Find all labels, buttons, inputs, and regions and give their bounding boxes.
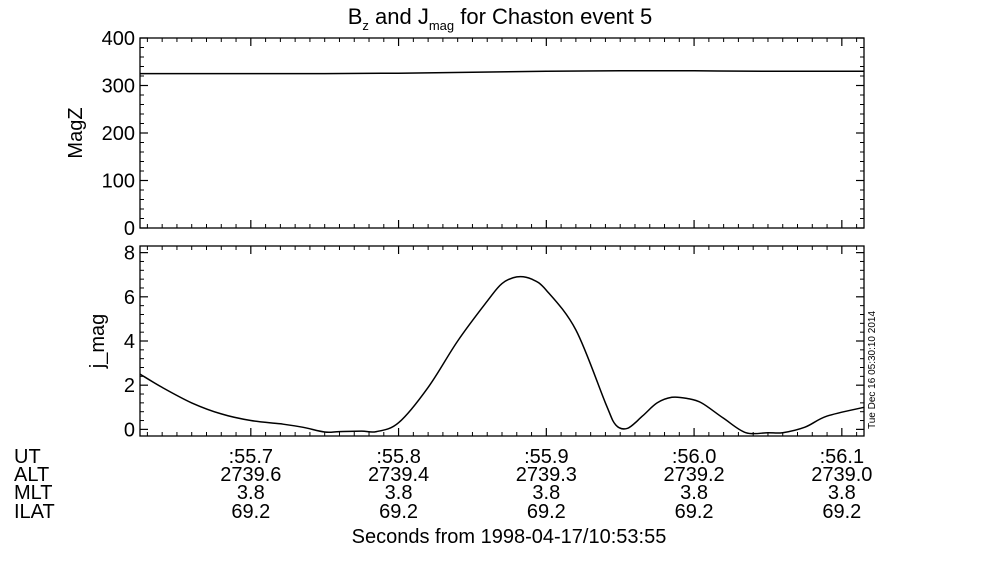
row-value-mlt: 3.8 (385, 482, 413, 504)
row-value-alt: 2739.6 (220, 464, 281, 486)
row-label-mlt: MLT (14, 482, 53, 504)
title-part3: for Chaston event 5 (454, 4, 652, 29)
y-tick-label: 0 (124, 218, 135, 240)
row-value-ilat: 69.2 (822, 501, 861, 523)
jmag-panel: 0 2 4 6 8 j_mag (87, 243, 865, 442)
row-value-mlt: 3.8 (532, 482, 560, 504)
row-value-ilat: 69.2 (675, 501, 714, 523)
y-tick-label: 2 (124, 375, 135, 397)
y-tick-label: 400 (102, 28, 135, 50)
timestamp-label: Tue Dec 16 05:30:10 2014 (867, 311, 878, 429)
row-value-mlt: 3.8 (828, 482, 856, 504)
row-value-alt: 2739.0 (811, 464, 872, 486)
y-tick-label: 4 (124, 331, 135, 353)
row-label-alt: ALT (14, 464, 49, 486)
title-part1-sub: z (362, 18, 369, 33)
magz-panel: 0 100 200 300 400 MagZ (65, 28, 865, 240)
row-value-ut: :55.7 (229, 446, 273, 468)
jmag-frame (139, 245, 865, 437)
row-label-ilat: ILAT (14, 501, 55, 523)
row-value-alt: 2739.2 (663, 464, 724, 486)
x-axis-label: Seconds from 1998-04-17/10:53:55 (352, 526, 667, 548)
title-part2: and J (369, 4, 429, 29)
row-value-ut: :55.8 (376, 446, 420, 468)
magz-series-line (139, 69, 864, 75)
chart-title: Bz and Jmag for Chaston event 5 (348, 4, 653, 33)
row-value-ut: :55.9 (524, 446, 568, 468)
row-value-alt: 2739.4 (368, 464, 429, 486)
row-value-mlt: 3.8 (237, 482, 265, 504)
magz-y-label: MagZ (65, 107, 87, 158)
row-value-ilat: 69.2 (231, 501, 270, 523)
jmag-ticks (140, 246, 864, 436)
y-tick-label: 6 (124, 287, 135, 309)
y-tick-label: 200 (102, 123, 135, 145)
magz-frame (139, 37, 865, 229)
jmag-series-line (139, 275, 865, 435)
y-tick-label: 100 (102, 171, 135, 193)
row-value-alt: 2739.3 (516, 464, 577, 486)
row-value-ut: :56.1 (820, 446, 864, 468)
row-value-ilat: 69.2 (527, 501, 566, 523)
y-tick-label: 300 (102, 76, 135, 98)
annotation-row-values: :55.72739.63.869.2:55.82739.43.869.2:55.… (220, 446, 872, 523)
row-label-ut: UT (14, 446, 41, 468)
row-value-mlt: 3.8 (680, 482, 708, 504)
jmag-tick-labels: 0 2 4 6 8 (124, 243, 135, 442)
title-part1: B (348, 4, 363, 29)
jmag-y-label: j_mag (87, 314, 109, 369)
magz-tick-labels: 0 100 200 300 400 (102, 28, 135, 240)
title-part2-sub: mag (429, 18, 454, 33)
y-tick-label: 8 (124, 243, 135, 265)
row-value-ilat: 69.2 (379, 501, 418, 523)
magz-ticks (140, 37, 864, 229)
y-tick-label: 0 (124, 419, 135, 441)
row-value-ut: :56.0 (672, 446, 716, 468)
